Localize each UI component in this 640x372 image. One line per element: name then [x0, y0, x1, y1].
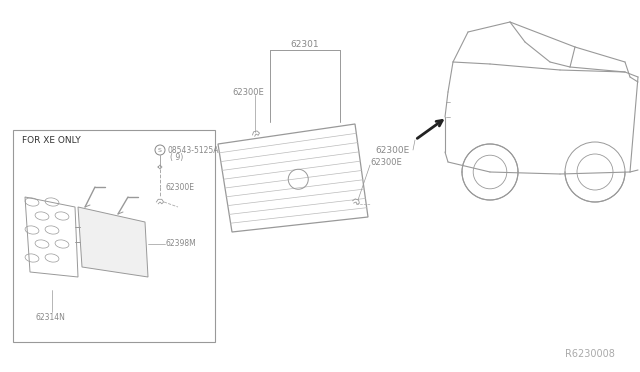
Text: 62300E: 62300E: [232, 87, 264, 96]
Text: R6230008: R6230008: [565, 349, 615, 359]
Text: FOR XE ONLY: FOR XE ONLY: [22, 135, 81, 144]
Circle shape: [462, 144, 518, 200]
Polygon shape: [218, 124, 368, 232]
Text: 62314N: 62314N: [35, 312, 65, 321]
Text: 62398M: 62398M: [166, 240, 196, 248]
Text: 08543-5125A: 08543-5125A: [167, 145, 218, 154]
Polygon shape: [78, 207, 148, 277]
Text: 62300E: 62300E: [165, 183, 194, 192]
Text: 62300E: 62300E: [375, 145, 409, 154]
Text: ( 9): ( 9): [170, 153, 183, 161]
Text: 62301: 62301: [291, 39, 319, 48]
Polygon shape: [25, 197, 78, 277]
Circle shape: [565, 142, 625, 202]
Text: 62300E: 62300E: [370, 157, 402, 167]
Bar: [13, 130, 215, 342]
Text: S: S: [158, 148, 162, 153]
